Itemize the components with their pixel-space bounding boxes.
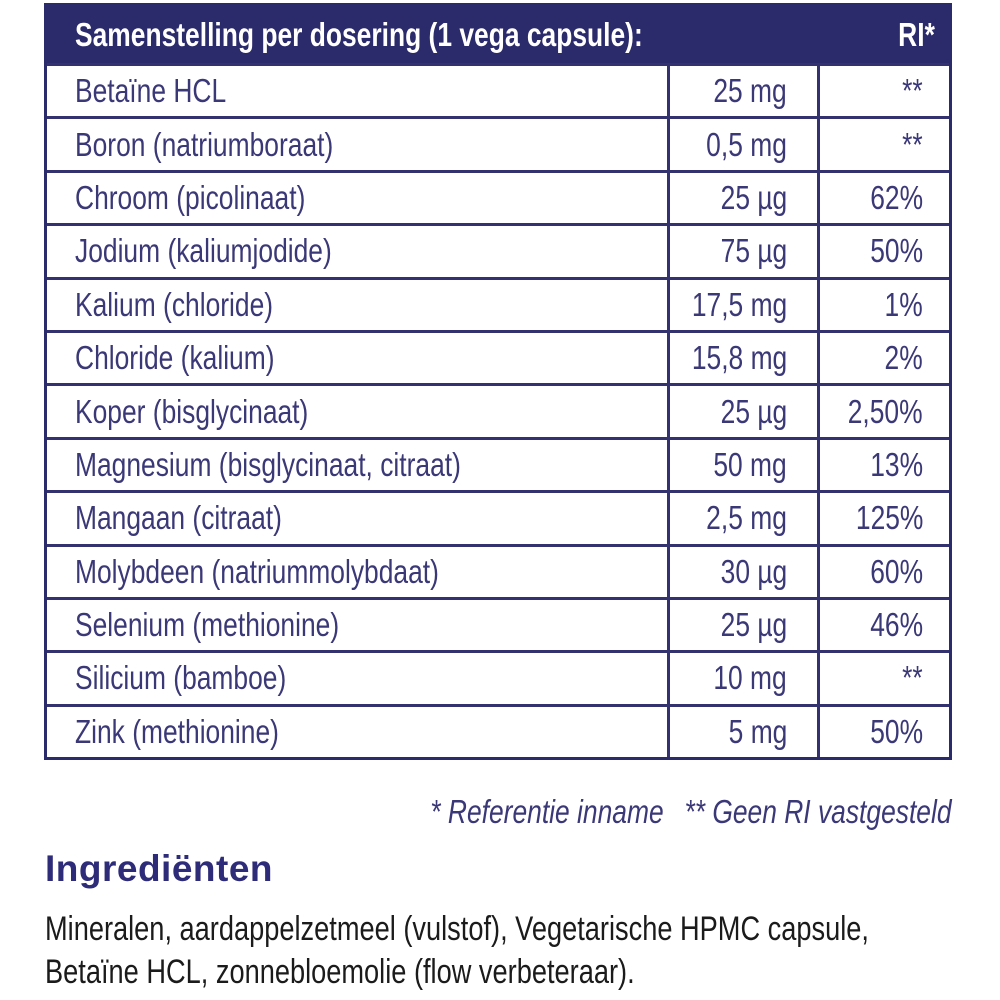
ri-cell: 62%: [817, 172, 949, 224]
table-row: Mangaan (citraat) 2,5 mg 125%: [47, 490, 949, 544]
ingredient-cell: Silicium (bamboe): [75, 659, 287, 697]
amount-cell: 25 mg: [667, 66, 817, 117]
ingredient-cell: Chroom (picolinaat): [75, 178, 306, 216]
table-row: Koper (bisglycinaat) 25 µg 2,50%: [47, 383, 949, 437]
table-row: Zink (methionine) 5 mg 50%: [47, 703, 949, 758]
ingredients-text: Mineralen, aardappelzetmeel (vulstof), V…: [45, 908, 1000, 994]
footnote: * Referentie inname ** Geen RI vastgestel…: [300, 793, 952, 831]
amount-cell: 5 mg: [667, 706, 817, 758]
ingredient-cell: Boron (natriumboraat): [75, 125, 334, 163]
amount-cell: 75 µg: [667, 226, 817, 277]
table-row: Kalium (chloride) 17,5 mg 1%: [47, 276, 949, 330]
ingredient-cell: Chloride (kalium): [75, 339, 275, 377]
amount-cell: 25 µg: [667, 386, 817, 437]
table-row: Magnesium (bisglycinaat, citraat) 50 mg …: [47, 436, 949, 491]
ri-cell: 50%: [817, 706, 949, 758]
footnote-no-ri: ** Geen RI vastgesteld: [684, 793, 952, 830]
ingredients-line: Mineralen, aardappelzetmeel (vulstof), V…: [45, 910, 869, 948]
amount-cell: 25 µg: [667, 172, 817, 224]
table-row: Betaïne HCL 25 mg **: [47, 63, 949, 117]
amount-cell: 0,5 mg: [667, 119, 817, 170]
ri-cell: 13%: [817, 439, 949, 491]
ingredient-cell: Zink (methionine): [75, 712, 279, 750]
ri-cell: 2%: [817, 332, 949, 384]
ingredient-cell: Kalium (chloride): [75, 285, 274, 323]
amount-cell: 25 µg: [667, 599, 817, 651]
ingredient-cell: Jodium (kaliumjodide): [75, 232, 332, 270]
ri-cell: 125%: [817, 493, 949, 544]
ri-cell: **: [817, 653, 949, 704]
table-row: Silicium (bamboe) 10 mg **: [47, 650, 949, 704]
ri-cell: 2,50%: [817, 386, 949, 437]
ingredient-cell: Koper (bisglycinaat): [75, 392, 309, 430]
table-title: Samenstelling per dosering (1 vega capsu…: [75, 15, 643, 53]
composition-table: Samenstelling per dosering (1 vega capsu…: [44, 3, 952, 761]
amount-cell: 50 mg: [667, 439, 817, 491]
ri-cell: **: [817, 66, 949, 117]
ingredients-line: Betaïne HCL, zonnebloemolie (flow verbet…: [45, 953, 635, 991]
table-row: Boron (natriumboraat) 0,5 mg **: [47, 116, 949, 170]
ingredient-cell: Molybdeen (natriummolybdaat): [75, 552, 439, 590]
table-header: Samenstelling per dosering (1 vega capsu…: [47, 6, 949, 63]
ingredients-heading: Ingrediënten: [45, 848, 274, 889]
amount-cell: 17,5 mg: [667, 279, 817, 330]
ri-cell: 60%: [817, 546, 949, 597]
table-row: Chloride (kalium) 15,8 mg 2%: [47, 329, 949, 384]
amount-cell: 15,8 mg: [667, 332, 817, 384]
amount-cell: 10 mg: [667, 653, 817, 704]
amount-cell: 30 µg: [667, 546, 817, 597]
ingredient-cell: Magnesium (bisglycinaat, citraat): [75, 445, 461, 483]
amount-cell: 2,5 mg: [667, 493, 817, 544]
table-row: Jodium (kaliumjodide) 75 µg 50%: [47, 223, 949, 277]
ri-cell: 50%: [817, 226, 949, 277]
ingredient-cell: Mangaan (citraat): [75, 499, 282, 537]
table-row: Selenium (methionine) 25 µg 46%: [47, 596, 949, 651]
ri-cell: 46%: [817, 599, 949, 651]
ri-column-header: RI*: [898, 15, 935, 53]
table-row: Molybdeen (natriummolybdaat) 30 µg 60%: [47, 543, 949, 597]
ri-cell: 1%: [817, 279, 949, 330]
footnote-reference: * Referentie inname: [430, 793, 665, 830]
ri-cell: **: [817, 119, 949, 170]
ingredient-cell: Selenium (methionine): [75, 606, 340, 644]
ingredient-cell: Betaïne HCL: [75, 72, 227, 110]
table-row: Chroom (picolinaat) 25 µg 62%: [47, 169, 949, 224]
